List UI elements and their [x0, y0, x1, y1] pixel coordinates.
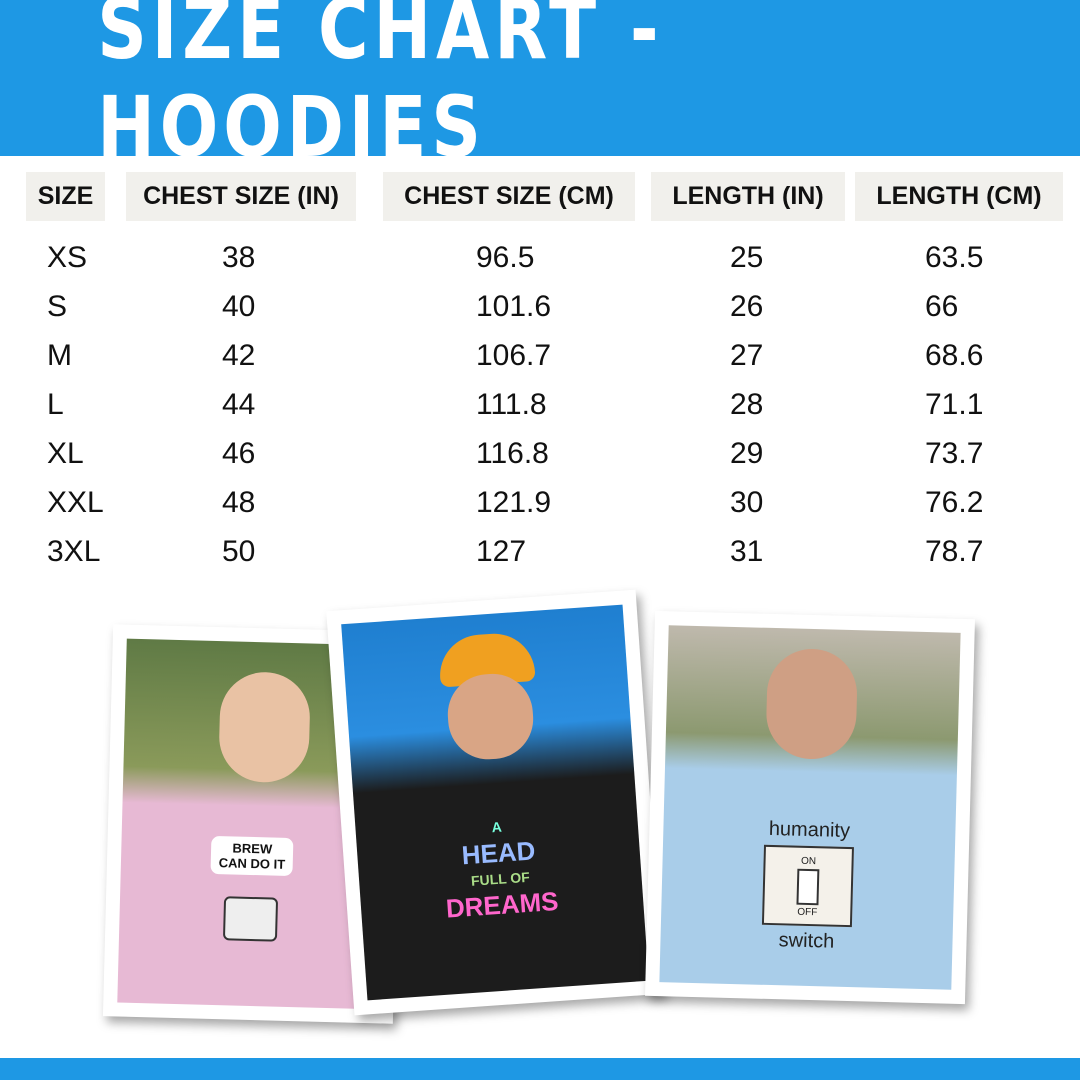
table-cell: 48: [222, 486, 256, 519]
table-cell: 40: [222, 290, 256, 323]
table-cell: 127: [476, 535, 527, 568]
column-header: SIZE: [26, 172, 105, 221]
table-cell: 3XL: [47, 535, 101, 568]
table-cell: M: [47, 339, 72, 372]
table-cell: L: [47, 388, 64, 421]
column-header: LENGTH (CM): [855, 172, 1063, 221]
table-cell: 26: [730, 290, 764, 323]
title-banner: SIZE CHART - HOODIES: [0, 0, 1080, 176]
table-cell: 68.6: [925, 339, 984, 372]
photo-blue-hoodie: humanity ON OFF switch: [645, 610, 975, 1005]
table-cell: 38: [222, 241, 256, 274]
table-cell: XS: [47, 241, 88, 274]
column-header: CHEST SIZE (IN): [126, 172, 356, 221]
table-cell: 44: [222, 388, 256, 421]
table-cell: 76.2: [925, 486, 984, 519]
column-header: CHEST SIZE (CM): [383, 172, 635, 221]
person-face: [445, 671, 536, 762]
footer-bar: [0, 1058, 1080, 1080]
table-cell: 66: [925, 290, 959, 323]
table-cell: 42: [222, 339, 256, 372]
table-cell: 29: [730, 437, 764, 470]
print-text: switch: [778, 929, 835, 953]
table-cell: 63.5: [925, 241, 984, 274]
table-cell: 71.1: [925, 388, 984, 421]
table-cell: 96.5: [476, 241, 535, 274]
table-cell: XL: [47, 437, 84, 470]
table-cell: 25: [730, 241, 764, 274]
table-cell: 30: [730, 486, 764, 519]
table-cell: 116.8: [476, 437, 549, 470]
table-cell: 50: [222, 535, 256, 568]
table-cell: 106.7: [476, 339, 552, 372]
table-cell: XXL: [47, 486, 104, 519]
table-cell: 46: [222, 437, 256, 470]
print-text: BREW: [232, 840, 273, 857]
switch-graphic: ON OFF: [761, 844, 854, 928]
print-text: humanity: [768, 817, 851, 843]
table-cell: S: [47, 290, 68, 323]
print-text: OFF: [797, 906, 818, 919]
table-cell: 101.6: [476, 290, 552, 323]
column-header: LENGTH (IN): [651, 172, 845, 221]
person-face: [218, 671, 311, 784]
table-cell: 121.9: [476, 486, 552, 519]
table-cell: 73.7: [925, 437, 984, 470]
page-title: SIZE CHART - HOODIES: [97, 0, 664, 176]
person-face: [765, 647, 859, 761]
table-cell: 111.8: [476, 388, 547, 421]
print-text: ON: [800, 855, 817, 868]
print-text: CAN DO IT: [218, 855, 286, 872]
table-cell: 31: [730, 535, 764, 568]
table-cell: 78.7: [925, 535, 984, 568]
mug-graphic: [222, 896, 279, 942]
print-text: DREAMS: [444, 885, 560, 924]
table-cell: 27: [730, 339, 764, 372]
table-cell: 28: [730, 388, 764, 421]
photo-black-hoodie: A HEAD FULL OF DREAMS: [326, 589, 664, 1016]
